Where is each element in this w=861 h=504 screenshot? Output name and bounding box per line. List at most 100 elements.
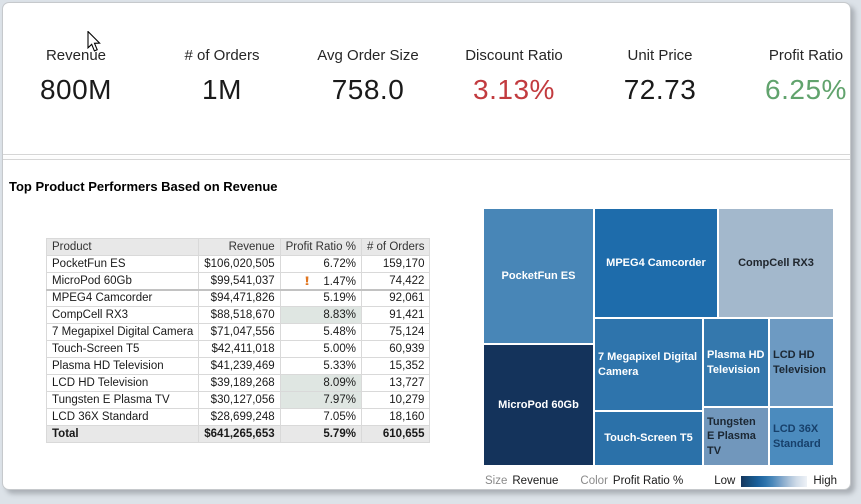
- treemap-tile-7-megapixel-digital-camera[interactable]: 7 Megapixel Digital Camera: [594, 318, 703, 411]
- kpi-label: Avg Order Size: [317, 47, 419, 64]
- treemap-tile-tungsten-e-plasma-tv[interactable]: Tungsten E Plasma TV: [703, 407, 769, 466]
- kpi-of-orders[interactable]: # of Orders 1M: [149, 3, 295, 154]
- treemap-legend: Size Revenue Color Profit Ratio % Low Hi…: [485, 473, 837, 489]
- cell-profit-ratio[interactable]: 7.05%: [279, 408, 362, 426]
- column-header-revenue[interactable]: Revenue: [198, 238, 281, 256]
- cell-orders[interactable]: 75,124: [360, 323, 431, 341]
- treemap-tile-pocketfun-es[interactable]: PocketFun ES: [483, 208, 594, 344]
- treemap-tile-lcd-36x-standard[interactable]: LCD 36X Standard: [769, 407, 834, 466]
- table-row: MPEG4 Camcorder $94,471,826 5.19% 92,061: [45, 288, 431, 307]
- cell-profit-ratio[interactable]: 8.83%: [279, 306, 362, 324]
- cell-product[interactable]: LCD 36X Standard: [45, 408, 200, 426]
- cell-orders[interactable]: 10,279: [360, 391, 431, 409]
- kpi-avg-order-size[interactable]: Avg Order Size 758.0: [295, 3, 441, 154]
- mouse-cursor-icon: [87, 31, 101, 52]
- cell-product[interactable]: LCD HD Television: [45, 374, 200, 392]
- cell-product[interactable]: Touch-Screen T5: [45, 340, 200, 358]
- table-row: CompCell RX3 $88,518,670 8.83% 91,421: [45, 306, 431, 324]
- treemap-tile-label: PocketFun ES: [501, 269, 576, 282]
- table-row: LCD 36X Standard $28,699,248 7.05% 18,160: [45, 408, 431, 426]
- cell-revenue[interactable]: $28,699,248: [198, 408, 281, 426]
- cell-profit-ratio[interactable]: 5.48%: [279, 323, 362, 341]
- cell-revenue[interactable]: $30,127,056: [198, 391, 281, 409]
- table-row: 7 Megapixel Digital Camera $71,047,556 5.4…: [45, 323, 431, 341]
- kpi-value: 1M: [202, 74, 242, 105]
- cell-revenue[interactable]: $71,047,556: [198, 323, 281, 341]
- cell-revenue[interactable]: $42,411,018: [198, 340, 281, 358]
- alert-icon: !: [304, 273, 311, 288]
- legend-high-label: High: [813, 475, 837, 487]
- cell-revenue[interactable]: $39,189,268: [198, 374, 281, 392]
- product-table-total: Total $641,265,653 5.79% 610,655: [45, 425, 431, 443]
- cell-orders[interactable]: 60,939: [360, 340, 431, 358]
- kpi-row: Revenue 800M # of Orders 1M Avg Order Size 75…: [3, 3, 850, 155]
- treemap-tile-label: 7 Megapixel Digital Camera: [598, 351, 698, 378]
- treemap-tile-mpeg4-camcorder[interactable]: MPEG4 Camcorder: [594, 208, 718, 318]
- cell-total-orders: 610,655: [360, 425, 431, 443]
- treemap-tile-label: Plasma HD Television: [707, 349, 765, 376]
- kpi-label: Unit Price: [627, 47, 693, 64]
- cell-orders[interactable]: 18,160: [360, 408, 431, 426]
- cell-profit-ratio[interactable]: 5.19%: [279, 288, 362, 307]
- treemap-tile-compcell-rx3[interactable]: CompCell RX3: [718, 208, 834, 318]
- cell-revenue[interactable]: $88,518,670: [198, 306, 281, 324]
- kpi-label: Revenue: [45, 47, 107, 64]
- cell-orders[interactable]: 159,170: [360, 255, 431, 273]
- treemap-tile-label: MPEG4 Camcorder: [606, 256, 706, 269]
- cell-product[interactable]: 7 Megapixel Digital Camera: [45, 323, 200, 341]
- cell-profit-ratio[interactable]: 8.09%: [279, 374, 362, 392]
- cell-profit-ratio[interactable]: 7.97%: [279, 391, 362, 409]
- cell-profit-ratio[interactable]: ! 1.47%: [279, 272, 362, 290]
- cell-revenue[interactable]: $41,239,469: [198, 357, 281, 375]
- product-table-header: Product Revenue Profit Ratio % # of Orders: [45, 238, 431, 256]
- treemap-tile-plasma-hd-television[interactable]: Plasma HD Television: [703, 318, 769, 407]
- legend-size-value: Revenue: [512, 475, 559, 487]
- treemap-tile-touch-screen-t5[interactable]: Touch-Screen T5: [594, 411, 703, 466]
- kpi-label: Discount Ratio: [465, 47, 563, 64]
- treemap-tile-label: CompCell RX3: [738, 256, 814, 269]
- treemap-tile-micropod-60gb[interactable]: MicroPod 60Gb: [483, 344, 594, 466]
- treemap-tile-label: MicroPod 60Gb: [498, 398, 579, 411]
- treemap-tile-lcd-hd-television[interactable]: LCD HD Television: [769, 318, 834, 407]
- cell-total-profit: 5.79%: [279, 425, 362, 443]
- cell-orders[interactable]: 15,352: [360, 357, 431, 375]
- column-header-product[interactable]: Product: [45, 238, 200, 256]
- dashboard-card: Revenue 800M # of Orders 1M Avg Order Size 75…: [2, 2, 851, 490]
- treemap-tile-label: LCD 36X Standard: [773, 423, 821, 450]
- treemap-tile-label: Tungsten E Plasma TV: [707, 416, 756, 457]
- kpi-discount-ratio[interactable]: Discount Ratio 3.13%: [441, 3, 587, 154]
- legend-color-value: Profit Ratio %: [612, 475, 684, 487]
- cell-product[interactable]: MicroPod 60Gb: [45, 272, 200, 290]
- cell-product[interactable]: CompCell RX3: [45, 306, 200, 324]
- kpi-profit-ratio[interactable]: Profit Ratio 6.25%: [733, 3, 850, 154]
- cell-profit-ratio[interactable]: 5.33%: [279, 357, 362, 375]
- cell-orders[interactable]: 91,421: [360, 306, 431, 324]
- cell-profit-ratio[interactable]: 6.72%: [279, 255, 362, 273]
- cell-product[interactable]: MPEG4 Camcorder: [45, 288, 200, 307]
- cell-revenue[interactable]: $106,020,505: [198, 255, 281, 273]
- section-divider: [3, 156, 850, 160]
- cell-product[interactable]: Plasma HD Television: [45, 357, 200, 375]
- kpi-revenue[interactable]: Revenue 800M: [3, 3, 149, 154]
- cell-orders[interactable]: 74,422: [360, 272, 431, 290]
- kpi-label: Profit Ratio: [768, 47, 844, 64]
- cell-orders[interactable]: 92,061: [360, 288, 431, 307]
- cell-orders[interactable]: 13,727: [360, 374, 431, 392]
- product-table-body: PocketFun ES $106,020,505 6.72% 159,170 Micr…: [45, 255, 431, 426]
- cell-profit-ratio[interactable]: 5.00%: [279, 340, 362, 358]
- legend-size-label: Size: [485, 475, 508, 487]
- revenue-treemap: PocketFun ES MicroPod 60Gb MPEG4 Camcorder…: [483, 208, 834, 466]
- table-row: MicroPod 60Gb $99,541,037! 1.47% 74,422: [45, 272, 431, 290]
- kpi-value: 758.0: [331, 74, 405, 105]
- table-row: Touch-Screen T5 $42,411,018 5.00% 60,939: [45, 340, 431, 358]
- cell-product[interactable]: PocketFun ES: [45, 255, 200, 273]
- column-header-profit-ratio[interactable]: Profit Ratio %: [279, 238, 362, 256]
- cell-product[interactable]: Tungsten E Plasma TV: [45, 391, 200, 409]
- cell-total-label: Total: [45, 425, 200, 443]
- product-performance-zone: Top Product Performers Based on Revenue …: [3, 161, 850, 489]
- column-header-of-orders[interactable]: # of Orders: [360, 238, 431, 256]
- cell-revenue[interactable]: $99,541,037: [198, 272, 281, 290]
- kpi-unit-price[interactable]: Unit Price 72.73: [587, 3, 733, 154]
- cell-revenue[interactable]: $94,471,826: [198, 288, 281, 307]
- treemap-tile-label: LCD HD Television: [773, 349, 826, 376]
